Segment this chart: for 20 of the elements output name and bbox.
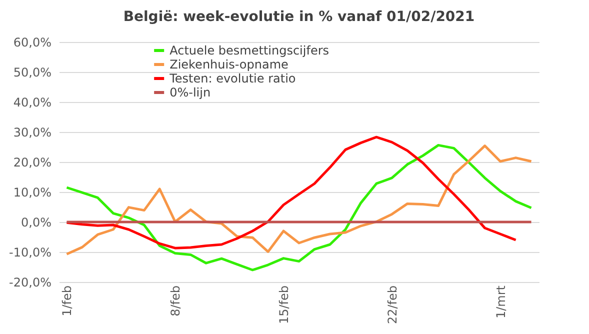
y-tick-label: 30,0% [13,126,52,140]
y-tick-label: 50,0% [13,66,52,80]
y-tick-label: -20,0% [9,276,52,290]
y-tick-label: 0,0% [21,216,52,230]
legend-label: Actuele besmettingscijfers [170,44,330,58]
y-tick-label: 20,0% [13,156,52,170]
y-tick-label: -10,0% [9,246,52,260]
x-tick-label: 1/mrt [494,285,508,319]
x-tick-label: 8/feb [168,286,183,316]
legend-label: 0%-lijn [170,86,211,100]
y-tick-label: 10,0% [13,186,52,200]
x-tick-label: 22/feb [385,286,400,324]
y-tick-label: 40,0% [13,96,52,110]
chart-title: België: week-evolutie in % vanaf 01/02/2021 [123,9,475,25]
legend-label: Testen: evolutie ratio [168,72,296,86]
y-tick-label: 60,0% [13,36,52,50]
line-series [65,136,518,250]
legend-label: Ziekenhuis-opname [170,58,288,72]
x-tick-label: 15/feb [277,286,292,324]
x-tick-label: 1/feb [60,286,74,316]
